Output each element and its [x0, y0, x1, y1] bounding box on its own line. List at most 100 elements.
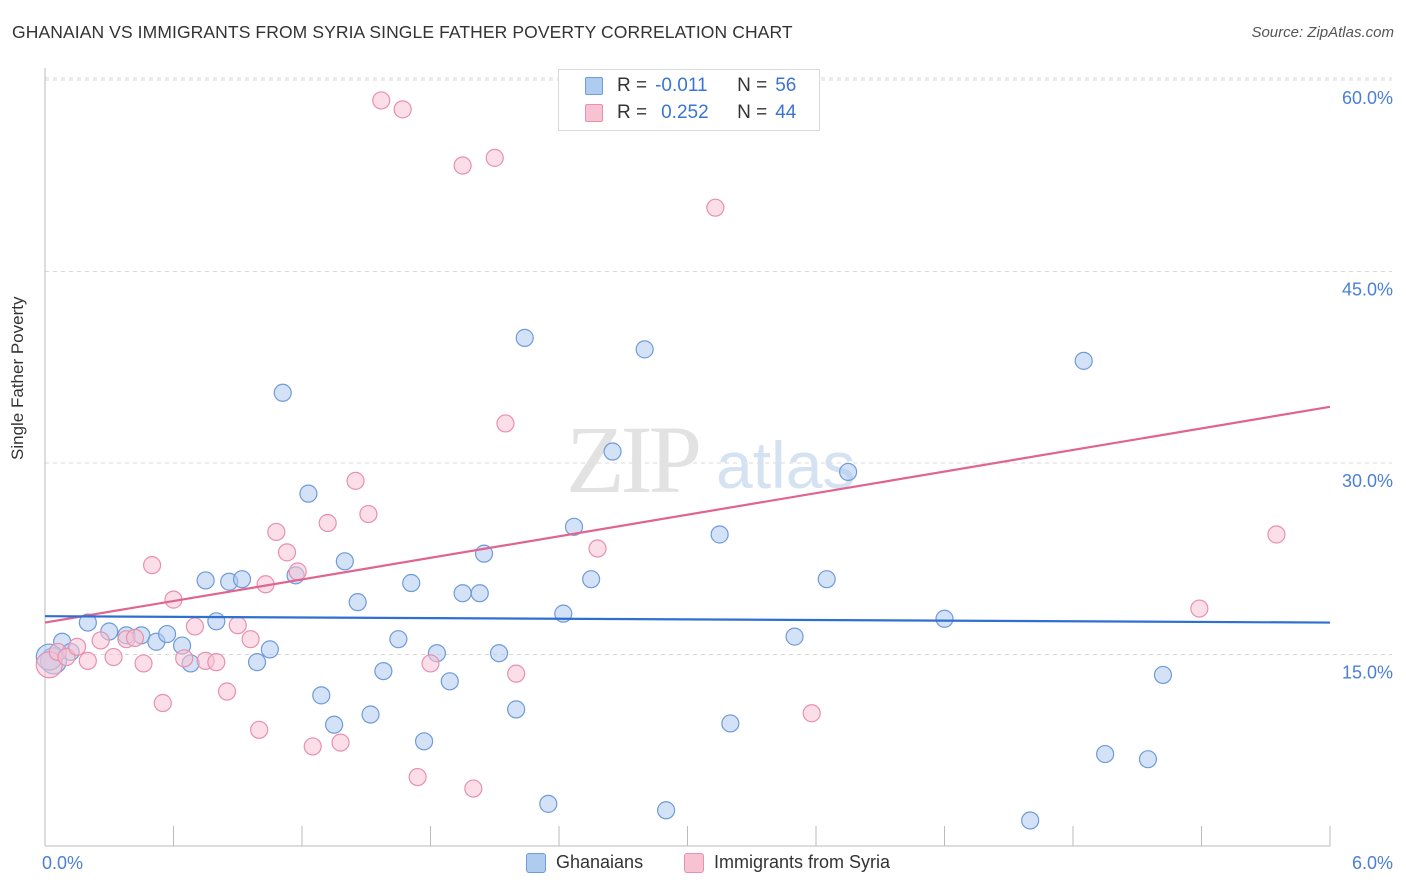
series-ghanaians-points: [35, 328, 1173, 830]
legend-r-value: 0.252: [661, 102, 709, 123]
gridlines: [45, 77, 1392, 655]
point-syria: [408, 767, 427, 787]
point-syria: [134, 654, 153, 673]
point-syria: [802, 704, 821, 723]
point-syria: [104, 647, 123, 667]
point-ghanaian: [582, 570, 601, 589]
point-ghanaian: [817, 570, 836, 589]
point-ghanaian: [273, 383, 292, 402]
legend-swatch-pink: [585, 104, 603, 122]
point-ghanaian: [335, 552, 354, 571]
point-ghanaian: [232, 570, 252, 589]
point-syria: [359, 504, 378, 524]
point-ghanaian: [1138, 750, 1158, 769]
point-ghanaian: [935, 609, 954, 628]
series-legend: Ghanaians Immigrants from Syria: [0, 850, 1406, 878]
point-ghanaian: [710, 525, 729, 544]
point-syria: [142, 556, 162, 575]
point-syria: [507, 664, 526, 683]
point-syria: [91, 631, 110, 650]
point-syria: [706, 198, 725, 217]
point-syria: [393, 100, 412, 119]
point-ghanaian: [470, 584, 489, 603]
watermark-zip: ZIP: [566, 406, 699, 513]
x-tick-label: 0.0%: [42, 853, 83, 873]
point-ghanaian: [389, 630, 408, 649]
correlation-legend: R = -0.011 N = 56 R = 0.252 N = 44: [558, 69, 820, 131]
point-syria: [453, 156, 472, 175]
point-ghanaian: [635, 340, 654, 359]
point-syria: [250, 720, 269, 739]
legend-label-ghanaians: Ghanaians: [556, 852, 644, 872]
point-syria: [372, 91, 391, 110]
point-ghanaian: [515, 328, 534, 347]
series-syria-points: [35, 91, 1286, 798]
y-axis-label: Single Father Poverty: [8, 296, 27, 460]
point-ghanaian: [656, 801, 676, 820]
legend-n-label: N =: [737, 102, 768, 123]
point-syria: [78, 651, 97, 670]
point-syria: [175, 649, 194, 668]
point-ghanaian: [564, 517, 584, 536]
point-ghanaian: [1074, 351, 1093, 370]
point-ghanaian: [325, 715, 344, 734]
point-ghanaian: [603, 442, 622, 461]
legend-n-value: 56: [775, 75, 797, 96]
point-syria: [207, 653, 226, 672]
point-syria: [277, 543, 297, 562]
point-syria: [228, 616, 247, 635]
point-syria: [288, 562, 307, 581]
point-ghanaian: [260, 640, 279, 659]
point-syria: [464, 779, 483, 798]
point-syria: [217, 682, 237, 701]
point-ghanaian: [361, 705, 380, 724]
legend-swatch-blue: [585, 77, 603, 95]
legend-swatch-syria: [684, 852, 704, 873]
trend-line-ghanaians: [44, 615, 1331, 624]
y-tick-label: 30.0%: [1342, 471, 1393, 491]
point-syria: [153, 693, 172, 713]
point-syria: [68, 637, 87, 656]
point-syria: [485, 148, 504, 167]
point-ghanaian: [539, 794, 558, 813]
point-ghanaian: [414, 732, 434, 751]
point-ghanaian: [196, 571, 215, 590]
y-tick-label: 15.0%: [1342, 663, 1393, 683]
point-ghanaian: [348, 593, 367, 612]
point-syria: [421, 654, 440, 673]
point-syria: [588, 539, 607, 558]
point-ghanaian: [157, 624, 177, 644]
legend-row-syria: R = 0.252 N = 44: [585, 100, 796, 126]
point-ghanaian: [402, 573, 421, 593]
legend-label-syria: Immigrants from Syria: [714, 852, 891, 872]
point-ghanaian: [78, 613, 97, 632]
point-syria: [346, 471, 365, 490]
legend-n-label: N =: [737, 75, 768, 96]
legend-item-syria[interactable]: Immigrants from Syria: [684, 852, 890, 873]
point-syria: [496, 414, 515, 433]
point-ghanaian: [440, 672, 459, 691]
legend-row-ghanaians: R = -0.011 N = 56: [585, 73, 796, 99]
point-ghanaian: [839, 462, 858, 482]
point-ghanaian: [374, 661, 393, 681]
point-syria: [267, 522, 286, 542]
point-syria: [303, 737, 322, 756]
y-tick-label: 45.0%: [1342, 280, 1393, 300]
legend-n-value: 44: [775, 102, 797, 123]
legend-item-ghanaians[interactable]: Ghanaians: [526, 852, 643, 873]
legend-swatch-ghanaians: [526, 852, 546, 873]
point-ghanaian: [1096, 744, 1115, 764]
chart-title: GHANAIAN VS IMMIGRANTS FROM SYRIA SINGLE…: [12, 22, 793, 42]
legend-r-value: -0.011: [655, 75, 708, 96]
x-tick-label: 6.0%: [1352, 853, 1393, 873]
legend-r-label: R =: [617, 102, 648, 123]
point-syria: [125, 628, 145, 648]
point-syria: [1267, 525, 1286, 544]
y-tick-label: 60.0%: [1342, 88, 1393, 108]
legend-r-label: R =: [617, 75, 648, 96]
watermark: ZIP atlas: [566, 406, 855, 513]
point-ghanaian: [247, 653, 267, 672]
point-syria: [318, 513, 337, 533]
point-syria: [241, 630, 260, 649]
